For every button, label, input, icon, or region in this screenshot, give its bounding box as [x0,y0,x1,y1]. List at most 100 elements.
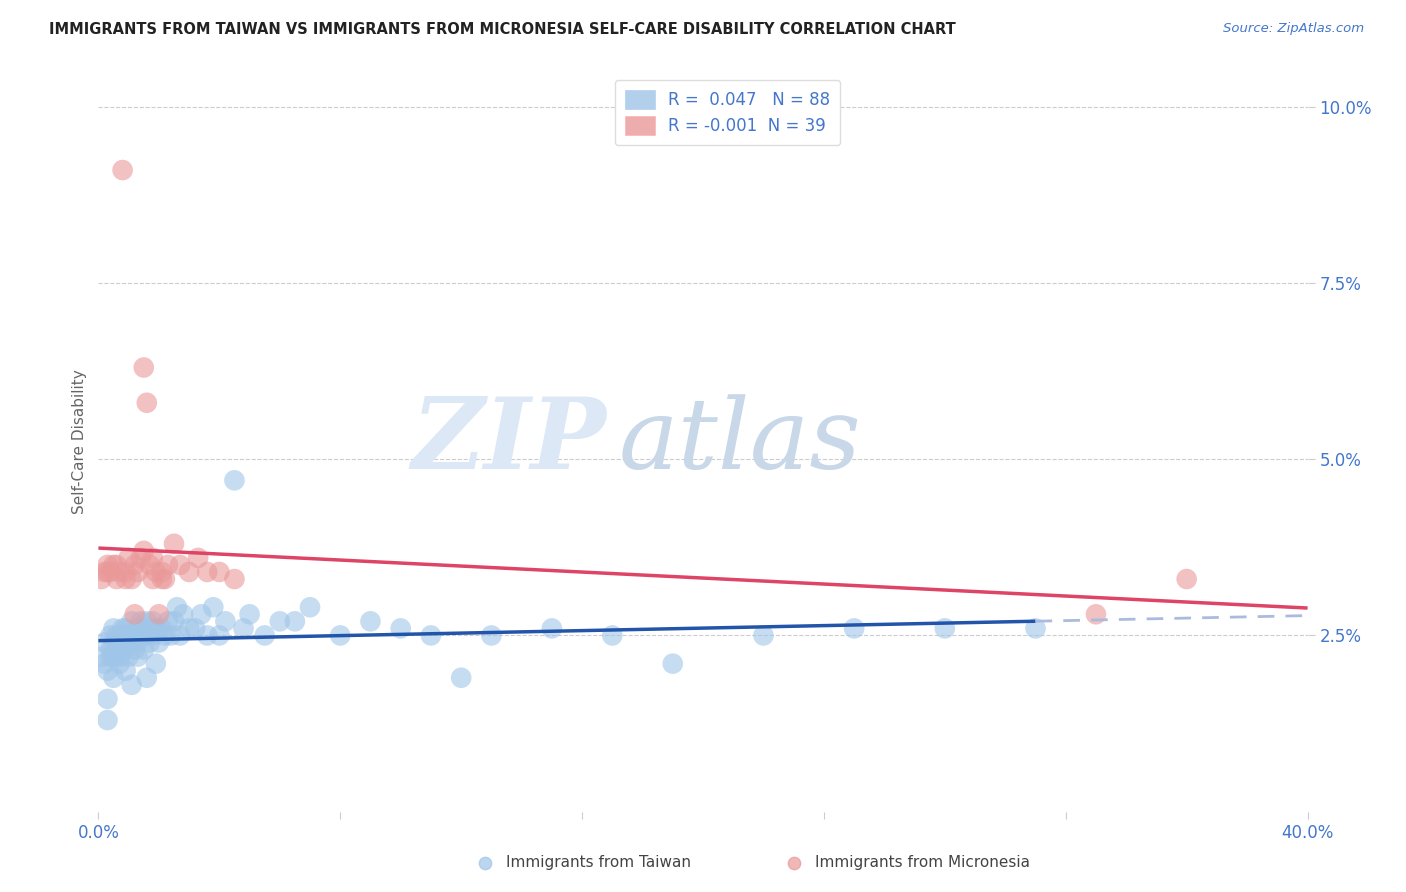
Point [139,558,162,572]
Point [103,649,125,664]
Point [90,649,112,664]
Point [184,621,207,635]
Point [169,628,191,642]
Point [105,628,128,642]
Point [111,621,134,635]
Point [253,628,276,642]
Point [389,621,412,635]
Point [124,607,146,622]
Point [114,628,136,642]
Point [284,615,307,629]
Point [100,649,122,664]
Point [208,565,231,579]
Point [118,550,141,565]
Point [783,855,806,870]
Point [474,855,496,870]
Point [127,565,149,579]
Text: Immigrants from Taiwan: Immigrants from Taiwan [506,855,692,870]
Point [121,615,143,629]
Point [103,635,125,649]
Point [148,635,170,649]
Point [148,621,170,635]
Point [111,163,134,178]
Point [108,649,131,664]
Point [166,600,188,615]
Point [124,628,146,642]
Point [96,565,118,579]
Point [752,628,775,642]
Point [105,572,128,586]
Point [145,657,167,671]
Point [139,635,162,649]
Point [450,671,472,685]
Point [179,621,201,635]
Point [108,635,131,649]
Point [114,642,136,657]
Point [224,473,246,487]
Point [145,565,167,579]
Point [93,565,115,579]
Point [114,572,136,586]
Point [239,607,262,622]
Point [108,628,131,642]
Point [135,671,157,685]
Point [103,671,125,685]
Point [299,600,322,615]
Point [481,628,503,642]
Text: Source: ZipAtlas.com: Source: ZipAtlas.com [1223,22,1364,36]
Point [142,615,165,629]
Point [150,565,173,579]
Point [111,635,134,649]
Point [100,628,122,642]
Point [114,621,136,635]
Point [96,713,118,727]
Text: IMMIGRANTS FROM TAIWAN VS IMMIGRANTS FROM MICRONESIA SELF-CARE DISABILITY CORREL: IMMIGRANTS FROM TAIWAN VS IMMIGRANTS FRO… [49,22,956,37]
Point [96,664,118,678]
Point [129,628,152,642]
Point [163,615,186,629]
Point [103,558,125,572]
Point [135,628,157,642]
Legend: R =  0.047   N = 88, R = -0.001  N = 39: R = 0.047 N = 88, R = -0.001 N = 39 [614,79,839,145]
Point [329,628,352,642]
Point [142,572,165,586]
Point [108,565,131,579]
Point [108,657,131,671]
Point [132,544,155,558]
Point [124,642,146,657]
Text: Immigrants from Micronesia: Immigrants from Micronesia [815,855,1031,870]
Point [111,642,134,657]
Point [129,615,152,629]
Point [118,649,141,664]
Point [420,628,443,642]
Point [269,615,291,629]
Point [103,621,125,635]
Point [124,558,146,572]
Point [105,642,128,657]
Point [153,572,176,586]
Point [121,572,143,586]
Point [114,565,136,579]
Point [127,649,149,664]
Point [150,572,173,586]
Point [118,635,141,649]
Point [105,558,128,572]
Point [1085,607,1108,622]
Point [153,628,176,642]
Text: atlas: atlas [619,394,860,489]
Point [100,565,122,579]
Point [156,615,179,629]
Point [93,657,115,671]
Point [90,572,112,586]
Point [844,621,866,635]
Point [105,649,128,664]
Point [163,537,186,551]
Point [224,572,246,586]
Point [934,621,956,635]
Point [139,621,162,635]
Point [132,642,155,657]
Point [232,621,254,635]
Point [142,628,165,642]
Point [148,607,170,622]
Point [179,565,201,579]
